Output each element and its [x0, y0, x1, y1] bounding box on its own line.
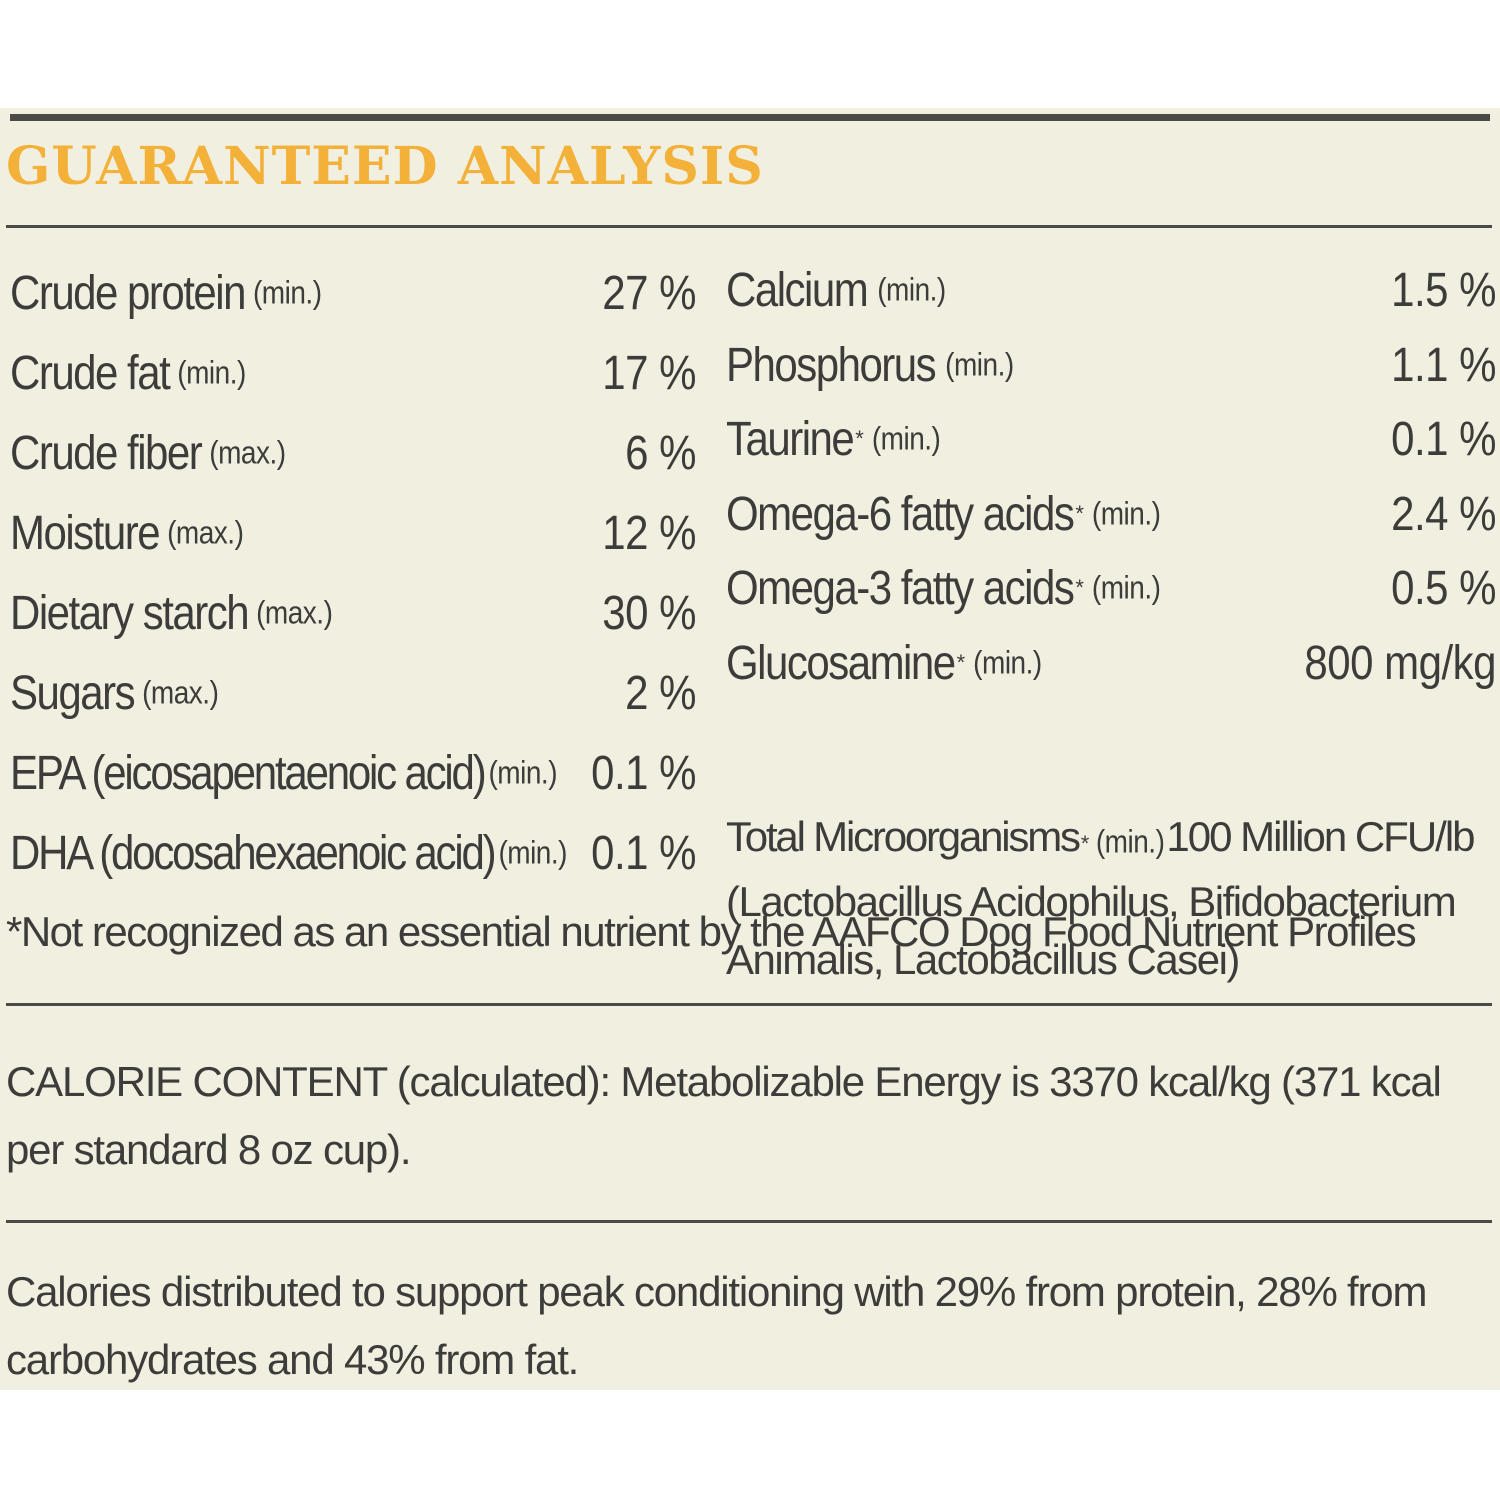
- nutrient-value: 12 %: [602, 505, 696, 560]
- asterisk-marker: *: [1075, 500, 1084, 526]
- nutrient-value: 2 %: [625, 665, 696, 720]
- nutrient-value: 30 %: [602, 585, 696, 640]
- nutrient-qualifier: (max.): [142, 674, 219, 711]
- nutrient-value: 1.1 %: [1391, 337, 1496, 392]
- nutrient-name: Calcium: [726, 262, 869, 317]
- nutrient-name: Total Microorganisms: [726, 813, 1081, 860]
- nutrient-row: Glucosamine * (min.) 800 mg/kg: [726, 626, 1496, 701]
- nutrient-name: Crude fiber: [10, 425, 203, 480]
- nutrient-name: Phosphorus: [726, 337, 937, 392]
- nutrient-row: EPA (eicosapentaenoic acid) (min.) 0.1 %: [10, 733, 696, 813]
- right-nutrient-list: Calcium (min.) 1.5 % Phosphorus (min.) 1.1…: [726, 253, 1496, 700]
- calorie-divider: [6, 1220, 1492, 1223]
- asterisk-marker: *: [1080, 831, 1090, 856]
- nutrient-qualifier: (max.): [167, 514, 244, 551]
- nutrient-row: Crude fiber (max.) 6 %: [10, 413, 696, 493]
- asterisk-marker: *: [855, 426, 864, 452]
- nutrient-row: Omega-6 fatty acids * (min.) 2.4 %: [726, 477, 1496, 552]
- footnote-divider: [6, 1003, 1492, 1006]
- nutrient-name: Taurine: [726, 411, 855, 466]
- nutrient-name: Crude fat: [10, 345, 171, 400]
- nutrient-row: Phosphorus (min.) 1.1 %: [726, 328, 1496, 403]
- nutrient-qualifier: (min.): [1091, 569, 1161, 606]
- nutrient-qualifier: (min.): [177, 354, 246, 391]
- nutrient-row: Crude fat (min.) 17 %: [10, 333, 696, 413]
- nutrient-name: Crude protein: [10, 265, 246, 320]
- nutrient-value: 1.5 %: [1391, 262, 1496, 317]
- section-title: GUARANTEED ANALYSIS: [6, 136, 764, 197]
- nutrient-qualifier: (min.): [945, 346, 1014, 382]
- microorganisms-strains: (Lactobacillus Acidophilus, Bifidobacter…: [726, 878, 1457, 983]
- nutrient-value: 0.1 %: [591, 825, 696, 880]
- nutrient-row: Sugars (max.) 2 %: [10, 653, 696, 733]
- calorie-content: CALORIE CONTENT (calculated): Metaboliza…: [6, 1058, 1442, 1173]
- nutrient-qualifier: (min.): [252, 274, 322, 311]
- nutrient-qualifier: (min.): [1091, 495, 1161, 531]
- nutrient-name: Sugars: [10, 665, 136, 720]
- nutrient-row: Taurine * (min.) 0.1 %: [726, 402, 1496, 477]
- nutrient-value: 17 %: [602, 345, 696, 400]
- nutrient-value: 6 %: [625, 425, 696, 480]
- nutrient-name: Glucosamine: [726, 635, 956, 690]
- nutrient-value: 27 %: [602, 265, 696, 320]
- title-divider: [6, 225, 1492, 228]
- nutrient-row: Calcium (min.) 1.5 %: [726, 253, 1496, 328]
- aafco-footnote: *Not recognized as an essential nutrient…: [6, 908, 1417, 955]
- nutrient-row: Crude protein (min.) 27 %: [10, 253, 696, 333]
- microorganisms-row: Total Microorganisms * (min.) 100 Million C…: [726, 808, 1496, 873]
- nutrient-row: DHA (docosahexaenoic acid) (min.) 0.1 %: [10, 813, 696, 893]
- microorganisms-entry: Total Microorganisms * (min.) 100 Million C…: [726, 808, 1496, 989]
- left-nutrient-list: Crude protein (min.) 27 % Crude fat (min.)…: [10, 253, 696, 893]
- calorie-distribution: Calories distributed to support peak con…: [6, 1268, 1427, 1383]
- nutrient-qualifier: (min.): [498, 834, 567, 871]
- nutrient-value: 100 Million CFU/lb: [1166, 813, 1475, 860]
- nutrient-value: 0.1 %: [591, 745, 696, 800]
- nutrient-name: Moisture: [10, 505, 161, 560]
- nutrient-qualifier: (min.): [1095, 823, 1165, 860]
- nutrient-value: 2.4 %: [1391, 486, 1496, 541]
- nutrient-qualifier: (min.): [871, 420, 941, 457]
- nutrient-name: DHA (docosahexaenoic acid): [10, 825, 497, 880]
- nutrient-qualifier: (min.): [877, 271, 946, 308]
- nutrient-value: 0.5 %: [1391, 560, 1496, 615]
- nutrient-qualifier: (min.): [973, 644, 1042, 680]
- nutrient-qualifier: (max.): [209, 434, 286, 471]
- nutrient-name: Omega-6 fatty acids: [726, 486, 1075, 541]
- nutrient-row: Dietary starch (max.) 30 %: [10, 573, 696, 653]
- nutrient-value: 0.1 %: [1391, 411, 1496, 466]
- nutrient-name: Omega-3 fatty acids: [726, 560, 1075, 615]
- nutrient-qualifier: (max.): [256, 594, 333, 631]
- guaranteed-analysis-panel: GUARANTEED ANALYSIS Crude protein (min.) …: [0, 108, 1500, 1390]
- top-divider: [10, 114, 1490, 121]
- nutrient-qualifier: (min.): [488, 754, 558, 791]
- nutrient-row: Moisture (max.) 12 %: [10, 493, 696, 573]
- nutrient-name: Dietary starch: [10, 585, 250, 640]
- nutrient-row: Omega-3 fatty acids * (min.) 0.5 %: [726, 551, 1496, 626]
- nutrient-name: EPA (eicosapentaenoic acid): [10, 745, 487, 800]
- asterisk-marker: *: [1075, 575, 1084, 601]
- asterisk-marker: *: [956, 649, 966, 675]
- nutrient-value: 800 mg/kg: [1304, 635, 1496, 690]
